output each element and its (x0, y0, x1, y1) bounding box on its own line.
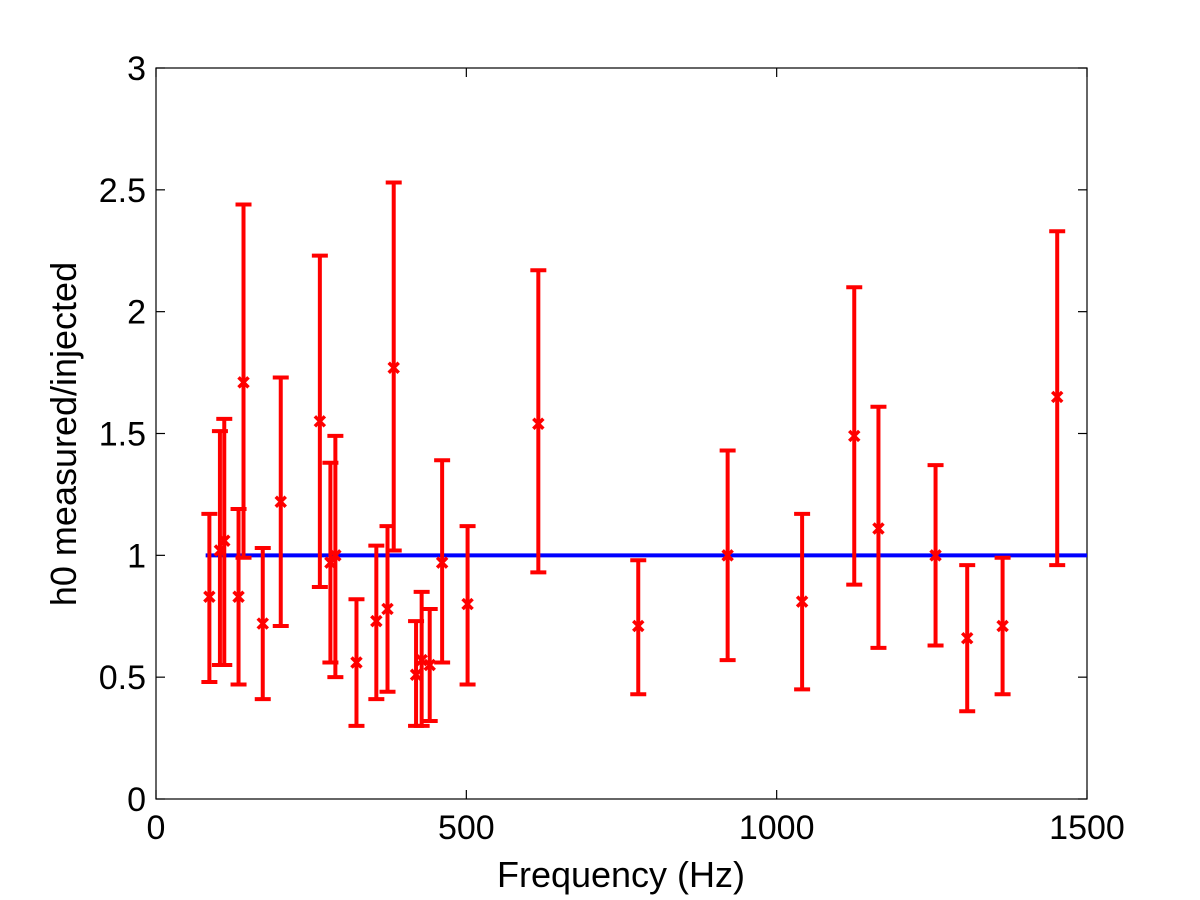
data-markers (203, 361, 1064, 681)
data-point (423, 658, 436, 672)
data-point (872, 522, 885, 535)
data-point (435, 556, 449, 569)
y-tick-labels: 0 0.5 1 1.5 2 2.5 3 (99, 50, 146, 819)
data-point (232, 590, 245, 603)
data-point (929, 549, 942, 562)
y-axis-label: h0 measured/injected (43, 262, 84, 606)
data-point (203, 590, 216, 603)
data-point (415, 653, 428, 667)
data-point (632, 619, 645, 633)
data-point (370, 614, 383, 628)
data-point (721, 549, 734, 562)
x-tick-labels: 0 500 1000 1500 (147, 809, 1125, 847)
y-tick-label: 0.5 (99, 659, 146, 697)
data-point (237, 376, 250, 389)
x-tick-label: 1000 (739, 809, 815, 847)
y-tick-label: 2.5 (99, 172, 146, 210)
data-point (532, 417, 545, 430)
data-point (795, 595, 809, 608)
data-point (350, 656, 363, 669)
data-point (409, 668, 423, 681)
x-tick-label: 500 (438, 809, 495, 847)
data-point (387, 361, 400, 374)
plot-frame (155, 67, 1088, 800)
data-point (213, 544, 227, 557)
y-tick-label: 1.5 (99, 416, 146, 454)
y-tick-label: 0 (127, 781, 146, 819)
data-point (218, 534, 231, 547)
data-point (1050, 390, 1064, 404)
data-point (848, 429, 861, 443)
data-point (329, 549, 342, 562)
y-tick-label: 1 (127, 537, 146, 575)
data-point (256, 617, 269, 630)
data-point (381, 602, 394, 616)
x-tick-label: 0 (147, 809, 166, 847)
data-point (313, 415, 327, 428)
y-tick-label: 3 (127, 50, 146, 88)
data-point (461, 597, 474, 611)
data-point (960, 631, 974, 645)
x-axis-label: Frequency (Hz) (497, 854, 745, 895)
data-point (996, 619, 1009, 633)
data-point (274, 495, 287, 508)
x-tick-label: 1500 (1049, 809, 1125, 847)
y-tick-label: 2 (127, 294, 146, 332)
